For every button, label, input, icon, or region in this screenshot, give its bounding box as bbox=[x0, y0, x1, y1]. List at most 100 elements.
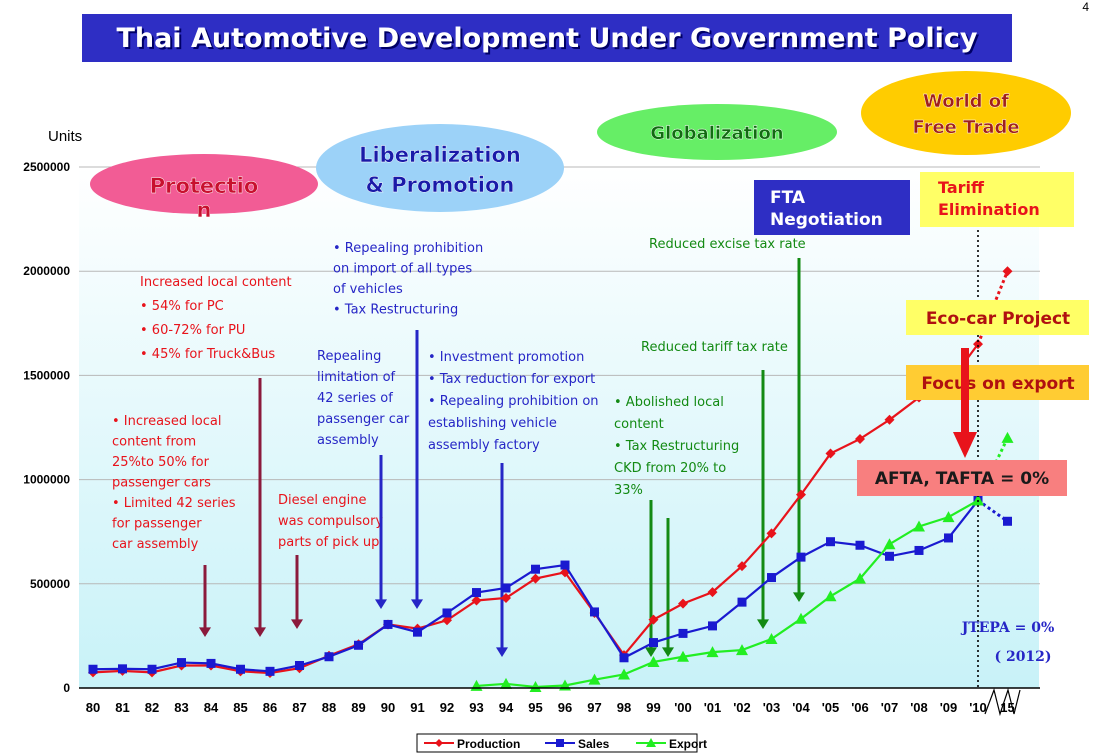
era-label: Liberalization bbox=[359, 143, 521, 167]
x-tick-label: 99 bbox=[646, 700, 660, 715]
repealing-limit-note: limitation of bbox=[317, 370, 396, 385]
era-label: n bbox=[197, 198, 212, 222]
sales-point bbox=[472, 588, 481, 598]
import-note: of vehicles bbox=[333, 282, 403, 297]
production-point bbox=[707, 587, 718, 598]
x-tick-label: '09 bbox=[940, 700, 958, 715]
x-tick-label: '06 bbox=[851, 700, 869, 715]
axis-break-mark bbox=[984, 687, 1021, 717]
sales-point bbox=[737, 597, 747, 607]
tariff-label: Tariff bbox=[938, 178, 985, 197]
policy-arrow-84-head bbox=[199, 627, 211, 637]
local-content-note: • 60-72% for PU bbox=[140, 323, 245, 338]
x-tick-label: 82 bbox=[145, 700, 159, 715]
sales-point bbox=[560, 560, 570, 570]
x-tick-label: '07 bbox=[881, 700, 899, 715]
era-ellipse bbox=[316, 124, 564, 212]
legend-label: Production bbox=[457, 737, 520, 751]
abolished-note: • Abolished local bbox=[614, 395, 724, 410]
sales-point bbox=[1003, 516, 1012, 526]
x-tick-label: 98 bbox=[617, 700, 631, 715]
export-line bbox=[476, 499, 979, 689]
import-note: • Tax Restructuring bbox=[333, 303, 458, 318]
export-point bbox=[913, 520, 925, 532]
export-point bbox=[765, 633, 778, 645]
x-tick-label: 87 bbox=[292, 700, 306, 715]
y-axis-title: Units bbox=[48, 128, 82, 145]
production-point bbox=[796, 489, 806, 500]
y-tick-label: 500000 bbox=[30, 577, 70, 591]
production-point bbox=[855, 433, 865, 444]
ecocar-label: Eco-car Project bbox=[926, 309, 1070, 329]
sales-point bbox=[826, 537, 835, 547]
sales-point bbox=[501, 583, 511, 593]
policy-arrow-03-head bbox=[757, 619, 769, 629]
tariff-label: Elimination bbox=[938, 200, 1040, 219]
era-ellipse bbox=[861, 71, 1071, 155]
production-point bbox=[678, 598, 688, 609]
abolished-note: 33% bbox=[614, 483, 643, 498]
sales-point bbox=[413, 627, 422, 637]
era-label: World of bbox=[923, 91, 1009, 112]
production-point bbox=[471, 595, 482, 606]
ecocar-box bbox=[906, 300, 1089, 335]
x-tick-label: 83 bbox=[174, 700, 188, 715]
x-tick-label: '00 bbox=[674, 700, 692, 715]
sales-point bbox=[855, 540, 865, 550]
policy-arrow-00-head bbox=[662, 647, 674, 657]
fta-label: FTA bbox=[770, 188, 806, 208]
export-point bbox=[618, 668, 630, 680]
legend-label: Export bbox=[669, 737, 707, 751]
x-tick-label: '02 bbox=[733, 700, 751, 715]
export-point bbox=[795, 612, 807, 624]
x-tick-label: 95 bbox=[528, 700, 542, 715]
sales-point bbox=[885, 551, 894, 561]
export-point bbox=[647, 655, 660, 667]
era-label: Free Trade bbox=[912, 117, 1019, 138]
production-point bbox=[648, 614, 659, 625]
x-tick-label: 93 bbox=[469, 700, 483, 715]
export-point bbox=[824, 590, 837, 602]
sales-point bbox=[88, 664, 98, 674]
local-content-note: car assembly bbox=[112, 537, 199, 552]
x-tick-label: '10 bbox=[969, 700, 987, 715]
sales-point bbox=[147, 664, 157, 674]
sales-point bbox=[265, 666, 275, 676]
x-tick-label: 96 bbox=[558, 700, 572, 715]
import-note: • Repealing prohibition bbox=[333, 241, 483, 256]
investment-note: • Investment promotion bbox=[428, 350, 584, 365]
production-point bbox=[1002, 266, 1013, 277]
big-red-arrow bbox=[961, 348, 969, 436]
production-point bbox=[766, 528, 777, 539]
local-content-note: • 45% for Truck&Bus bbox=[140, 347, 275, 362]
sales-point bbox=[944, 533, 953, 543]
focus-box bbox=[906, 365, 1089, 400]
sales-point bbox=[324, 652, 334, 662]
export-point bbox=[942, 511, 955, 523]
x-tick-label: 89 bbox=[351, 700, 365, 715]
investment-note: establishing vehicle bbox=[428, 416, 557, 431]
export-point bbox=[529, 680, 542, 692]
x-tick-label: 88 bbox=[322, 700, 336, 715]
era-ellipse bbox=[597, 104, 837, 160]
x-tick-label: 97 bbox=[587, 700, 601, 715]
sales-point bbox=[619, 653, 629, 663]
investment-note: • Tax reduction for export bbox=[428, 372, 595, 387]
policy-arrow-87-head bbox=[291, 619, 303, 629]
x-tick-label: 94 bbox=[499, 700, 514, 715]
production-point bbox=[737, 561, 747, 572]
era-label: & Promotion bbox=[366, 173, 515, 197]
y-tick-label: 1000000 bbox=[23, 473, 70, 487]
local-content-note: • Limited 42 series bbox=[112, 496, 236, 511]
sales-point bbox=[649, 638, 658, 648]
production-point bbox=[825, 448, 836, 459]
x-tick-label: 84 bbox=[204, 700, 219, 715]
local-content-note: 25%to 50% for bbox=[112, 455, 210, 470]
legend-marker bbox=[435, 739, 443, 747]
x-tick-label: 80 bbox=[86, 700, 100, 715]
abolished-note: • Tax Restructuring bbox=[614, 439, 739, 454]
diesel-note: was compulsory bbox=[278, 514, 383, 529]
x-tick-label: '03 bbox=[763, 700, 781, 715]
local-content-note: for passenger bbox=[112, 517, 202, 532]
